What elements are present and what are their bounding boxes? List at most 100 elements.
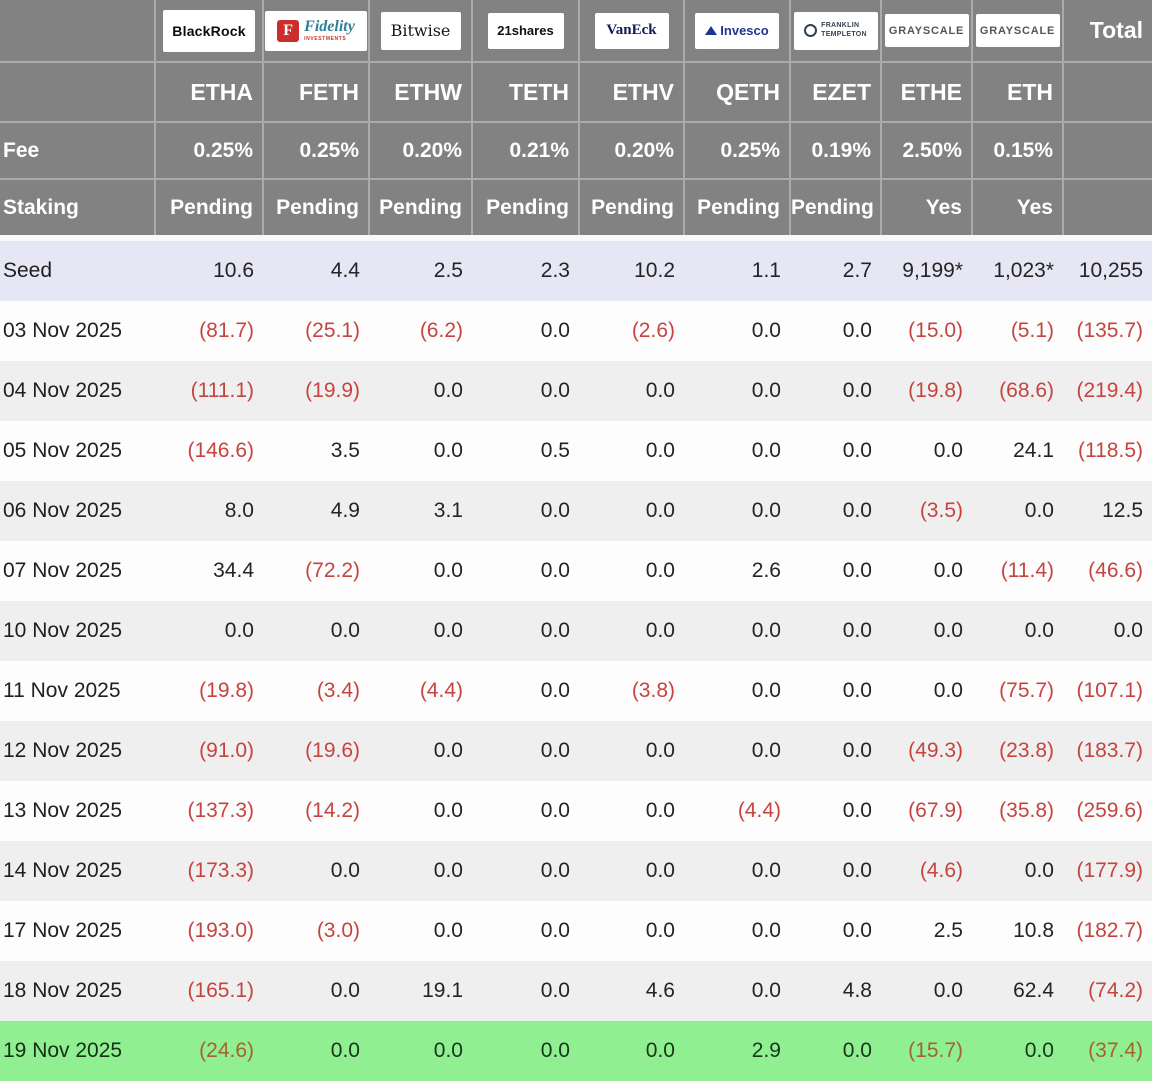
flow-value-cell: 2.6 bbox=[684, 541, 790, 601]
vaneck-logo: VanEck bbox=[594, 12, 669, 49]
flow-value-cell: 19.1 bbox=[369, 961, 472, 1021]
ticker-feth: FETH bbox=[263, 62, 370, 123]
flow-value-cell: 9,199* bbox=[881, 241, 972, 301]
table-row: 13 Nov 2025 (137.3) (14.2) 0.0 0.0 0.0 (4.4) 0.… bbox=[0, 781, 1152, 841]
franklin-line2: TEMPLETON bbox=[821, 30, 867, 38]
flow-value-cell: 0.0 bbox=[472, 721, 579, 781]
flow-value-cell: (91.0) bbox=[155, 721, 263, 781]
flow-value-cell: 0.0 bbox=[790, 541, 881, 601]
issuer-logo-cell: F Fidelity INVESTMENTS bbox=[263, 0, 370, 63]
flow-value-cell: 0.0 bbox=[263, 601, 369, 661]
franklin-templeton-logo-icon bbox=[804, 24, 818, 37]
flow-value-cell: (25.1) bbox=[263, 301, 369, 361]
flow-value-cell: 0.0 bbox=[579, 721, 684, 781]
flow-value-cell: 0.0 bbox=[881, 961, 972, 1021]
flow-value-cell: (182.7) bbox=[1063, 901, 1152, 961]
ticker-eth: ETH bbox=[972, 62, 1064, 123]
ticker-row-label-cell bbox=[0, 62, 156, 123]
total-column-header: Total bbox=[1063, 0, 1152, 63]
fidelity-wordmark: Fidelity INVESTMENTS bbox=[304, 19, 355, 42]
flow-value-cell: (15.0) bbox=[881, 301, 972, 361]
flow-value-cell: 0.0 bbox=[579, 421, 684, 481]
flow-value-cell: (5.1) bbox=[972, 301, 1063, 361]
flow-value-cell: (15.7) bbox=[881, 1021, 972, 1081]
flow-value-cell: 4.9 bbox=[263, 481, 369, 541]
flow-value-cell: 4.4 bbox=[263, 241, 369, 301]
flow-value-cell: 0.0 bbox=[972, 481, 1063, 541]
table-row: 07 Nov 2025 34.4 (72.2) 0.0 0.0 0.0 2.6 0.0 0.0(… bbox=[0, 541, 1152, 601]
flow-value-cell: (107.1) bbox=[1063, 661, 1152, 721]
blackrock-logo: BlackRock bbox=[163, 9, 255, 52]
table-row: 10 Nov 2025 0.0 0.0 0.0 0.0 0.0 0.0 0.0 0.0 0.0 0.… bbox=[0, 601, 1152, 661]
issuer-logo-cell: Invesco bbox=[684, 0, 791, 63]
flow-value-cell: 0.0 bbox=[684, 301, 790, 361]
ticker-ethv: ETHV bbox=[579, 62, 685, 123]
row-label: 07 Nov 2025 bbox=[0, 541, 155, 601]
staking-row-value-cell: Yes bbox=[881, 179, 973, 235]
header-body-gap-cell bbox=[0, 235, 1152, 241]
row-label: Seed bbox=[0, 241, 155, 301]
flow-value-cell: 10,255 bbox=[1063, 241, 1152, 301]
issuer-logo-cell: FRANKLIN TEMPLETON bbox=[790, 0, 882, 63]
flow-value-cell: 12.5 bbox=[1063, 481, 1152, 541]
flow-value-cell: 4.8 bbox=[790, 961, 881, 1021]
row-label: 19 Nov 2025 bbox=[0, 1021, 155, 1081]
ticker-etha: ETHA bbox=[155, 62, 264, 123]
flow-value-cell: 0.0 bbox=[472, 541, 579, 601]
flow-value-cell: (19.9) bbox=[263, 361, 369, 421]
table-row: Seed 10.6 4.4 2.5 2.3 10.2 1.1 2.7 9,199* 1,023* 1… bbox=[0, 241, 1152, 301]
flow-value-cell: 0.0 bbox=[369, 361, 472, 421]
flow-value-cell: 10.8 bbox=[972, 901, 1063, 961]
flow-value-cell: 1.1 bbox=[684, 241, 790, 301]
fidelity-name: Fidelity bbox=[304, 18, 355, 35]
flow-value-cell: 0.0 bbox=[369, 1021, 472, 1081]
flow-value-cell: 0.0 bbox=[472, 781, 579, 841]
table-row: 19 Nov 2025 (24.6) 0.0 0.0 0.0 0.0 2.9 0.0 (15.7… bbox=[0, 1021, 1152, 1081]
flow-value-cell: 0.0 bbox=[790, 661, 881, 721]
flow-value-cell: 0.0 bbox=[579, 481, 684, 541]
flow-value-cell: 0.0 bbox=[790, 841, 881, 901]
row-label: 03 Nov 2025 bbox=[0, 301, 155, 361]
flow-value-cell: 0.0 bbox=[472, 841, 579, 901]
flow-value-cell: 0.0 bbox=[579, 361, 684, 421]
flow-value-cell: (11.4) bbox=[972, 541, 1063, 601]
flow-value-cell: 10.2 bbox=[579, 241, 684, 301]
flow-value-cell: 0.0 bbox=[684, 721, 790, 781]
fee-row-value-cell: 0.15% bbox=[972, 122, 1064, 180]
flow-value-cell: 0.0 bbox=[263, 841, 369, 901]
flow-value-cell: (74.2) bbox=[1063, 961, 1152, 1021]
flow-value-cell: 0.0 bbox=[790, 301, 881, 361]
table-row: 05 Nov 2025 (146.6) 3.5 0.0 0.5 0.0 0.0 0.0 0.0 2… bbox=[0, 421, 1152, 481]
flow-value-cell: 0.0 bbox=[684, 901, 790, 961]
ticker-row: ETHA FETH ETHW TETH ETHV QETH EZET ETHE ETH bbox=[0, 62, 1152, 123]
flow-value-cell: 0.0 bbox=[369, 841, 472, 901]
flow-value-cell: 0.0 bbox=[472, 361, 579, 421]
fee-row: Fee 0.25% 0.25% 0.20% 0.21% 0.20% 0.25% 0.19% 2.… bbox=[0, 122, 1152, 180]
flow-value-cell: 0.0 bbox=[472, 601, 579, 661]
staking-row: Staking Pending Pending Pending Pending Pendi… bbox=[0, 179, 1152, 235]
flow-value-cell: 0.0 bbox=[579, 841, 684, 901]
flow-value-cell: 0.0 bbox=[369, 721, 472, 781]
flow-value-cell: 0.0 bbox=[790, 901, 881, 961]
table-row: 04 Nov 2025 (111.1) (19.9) 0.0 0.0 0.0 0.0 0.0(… bbox=[0, 361, 1152, 421]
flow-value-cell: (3.5) bbox=[881, 481, 972, 541]
flow-value-cell: 24.1 bbox=[972, 421, 1063, 481]
flow-value-cell: 0.0 bbox=[881, 601, 972, 661]
table-header: BlackRock F Fidelity INVESTMENTS Bitwise 21sh… bbox=[0, 0, 1152, 235]
flow-value-cell: 0.0 bbox=[369, 601, 472, 661]
flow-value-cell: (3.8) bbox=[579, 661, 684, 721]
staking-row-value-cell: Pending bbox=[790, 179, 882, 235]
flow-value-cell: (19.6) bbox=[263, 721, 369, 781]
flow-value-cell: 0.0 bbox=[369, 901, 472, 961]
flow-value-cell: 0.5 bbox=[472, 421, 579, 481]
franklin-line1: FRANKLIN bbox=[821, 22, 860, 30]
issuer-logo-row: BlackRock F Fidelity INVESTMENTS Bitwise 21sh… bbox=[0, 0, 1152, 63]
fee-row-value-cell: 0.20% bbox=[369, 122, 473, 180]
flow-value-cell: 62.4 bbox=[972, 961, 1063, 1021]
flow-value-cell: 2.7 bbox=[790, 241, 881, 301]
fee-row-value-cell: 0.19% bbox=[790, 122, 882, 180]
flow-value-cell: (72.2) bbox=[263, 541, 369, 601]
row-label: 13 Nov 2025 bbox=[0, 781, 155, 841]
staking-row-value-cell: Pending bbox=[263, 179, 370, 235]
flow-value-cell: 4.6 bbox=[579, 961, 684, 1021]
